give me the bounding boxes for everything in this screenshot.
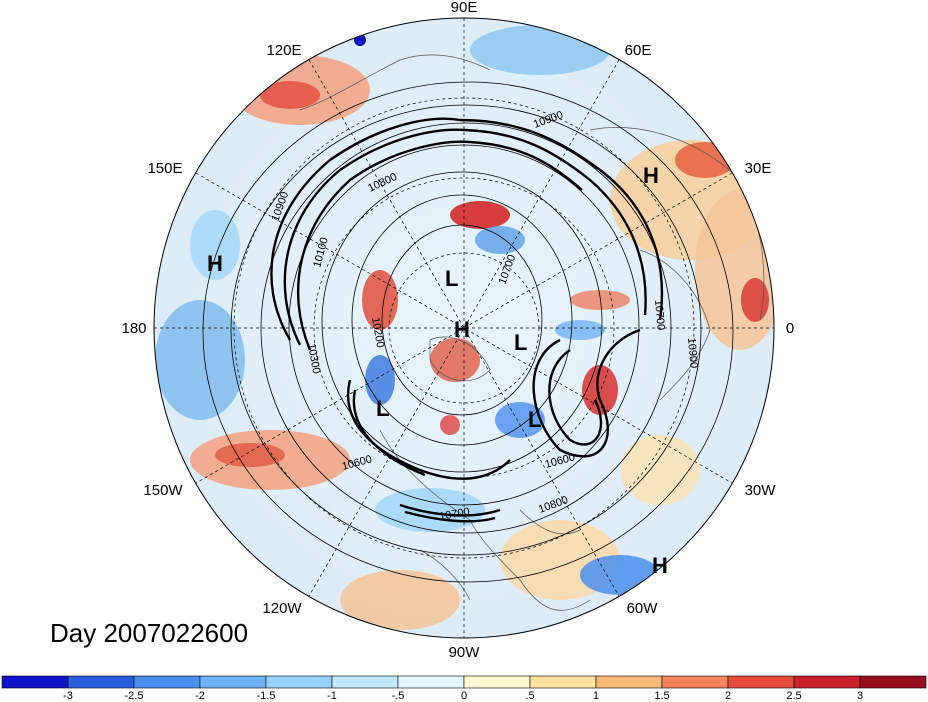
high-center-marker: H xyxy=(207,251,223,276)
colorbar-swatch xyxy=(661,675,729,689)
colorbar-swatch xyxy=(67,675,135,689)
colorbar-swatch xyxy=(859,675,927,689)
lon-label-120w: 120W xyxy=(262,600,302,617)
colorbar-swatch xyxy=(529,675,597,689)
lon-label-180: 180 xyxy=(121,320,146,337)
map-border xyxy=(153,17,775,639)
contour-label: 10900 xyxy=(685,337,700,369)
longitude-labels: 90E 60E 30E 0 30W 60W 90W 120W 150W 180 … xyxy=(121,0,794,661)
colorbar-swatch xyxy=(397,675,465,689)
colorbar-tick-label: -2.5 xyxy=(125,690,144,702)
graticule xyxy=(154,18,774,638)
low-center-marker: L xyxy=(445,266,458,291)
colorbar-tick-label: 1 xyxy=(593,690,599,702)
jet-contours xyxy=(270,117,664,523)
high-center-marker: H xyxy=(652,553,668,578)
colorbar-tick-label: 1.5 xyxy=(654,690,669,702)
low-center-marker: L xyxy=(376,396,389,421)
low-center-marker: L xyxy=(528,407,541,432)
colorbar-tick-label: 3 xyxy=(857,690,863,702)
colorbar-tick-label: .5 xyxy=(525,690,534,702)
lon-label-150e: 150E xyxy=(147,160,182,177)
colorbar-swatch xyxy=(595,675,663,689)
contour-label: 10300 xyxy=(305,342,322,374)
colorbar-swatch xyxy=(463,675,531,689)
colorbar-swatch xyxy=(199,675,267,689)
lon-label-150w: 150W xyxy=(143,482,183,499)
colorbar-swatch xyxy=(331,675,399,689)
lon-label-60w: 60W xyxy=(627,600,659,617)
colorbar-swatch xyxy=(265,675,333,689)
high-center-marker: H xyxy=(454,317,470,342)
colorbar-swatch xyxy=(727,675,795,689)
colorbar-tick-label: -1 xyxy=(327,690,337,702)
anomaly-field xyxy=(154,18,774,638)
colorbar-swatch xyxy=(133,675,201,689)
lon-label-60e: 60E xyxy=(625,42,652,59)
colorbar-tick-label: -2 xyxy=(195,690,205,702)
colorbar-tick-label: 2.5 xyxy=(786,690,801,702)
low-center-marker: L xyxy=(514,330,527,355)
colorbar-swatch xyxy=(793,675,861,689)
lon-label-0: 0 xyxy=(786,320,794,337)
lon-label-90w: 90W xyxy=(449,644,481,661)
contour-label: 10700 xyxy=(438,506,470,523)
colorbar: -3 -2.5 -2 -1.5 -1 -.5 0 .5 1 1.5 2 2.5 3 xyxy=(1,675,927,702)
high-center-marker: H xyxy=(643,163,659,188)
contour-label: 10200 xyxy=(369,316,386,348)
contour-label: 10700 xyxy=(652,299,667,331)
colorbar-tick-label: 2 xyxy=(725,690,731,702)
day-label: Day 2007022600 xyxy=(50,618,249,648)
lon-label-30e: 30E xyxy=(745,160,772,177)
colorbar-tick-label: -3 xyxy=(63,690,73,702)
colorbar-swatch xyxy=(1,675,69,689)
pressure-centers: H H H L L L L H H xyxy=(207,163,668,578)
lon-label-120e: 120E xyxy=(266,42,301,59)
lon-label-90e: 90E xyxy=(451,0,478,16)
lon-label-30w: 30W xyxy=(745,482,777,499)
colorbar-tick-label: 0 xyxy=(461,690,467,702)
colorbar-tick-label: -1.5 xyxy=(257,690,276,702)
colorbar-tick-label: -.5 xyxy=(392,690,405,702)
